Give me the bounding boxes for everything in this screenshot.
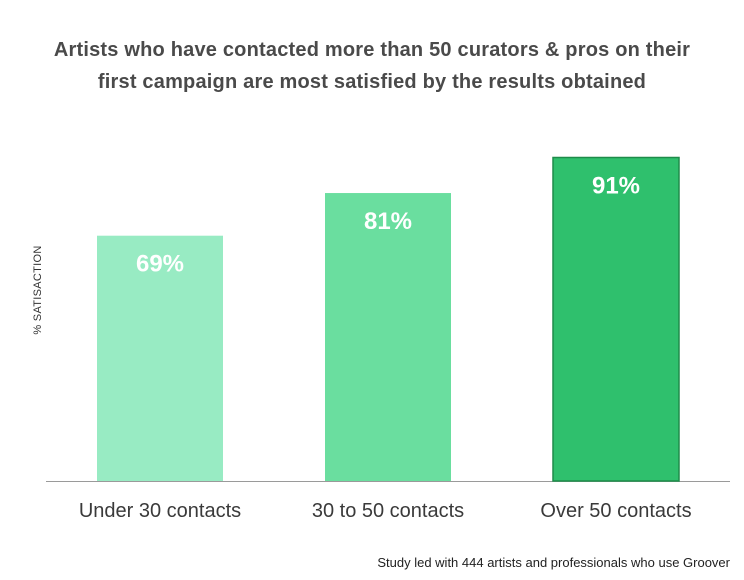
bar-chart: 69% Under 30 contacts 81% 30 to 50 contacts… <box>46 156 730 522</box>
category-label-3: Over 50 contacts <box>540 500 691 522</box>
bar-value-label-3: 91% <box>592 172 640 199</box>
category-label-1: Under 30 contacts <box>79 500 241 522</box>
bar-value-label-2: 81% <box>364 208 412 235</box>
bar-3 <box>552 156 680 482</box>
footnote: Study led with 444 artists and professio… <box>377 555 730 570</box>
bar-1 <box>97 235 223 481</box>
category-label-2: 30 to 50 contacts <box>312 500 464 522</box>
bar-2 <box>325 193 451 482</box>
chart-title: Artists who have contacted more than 50 … <box>53 39 691 93</box>
bar-value-label-1: 69% <box>136 251 184 278</box>
